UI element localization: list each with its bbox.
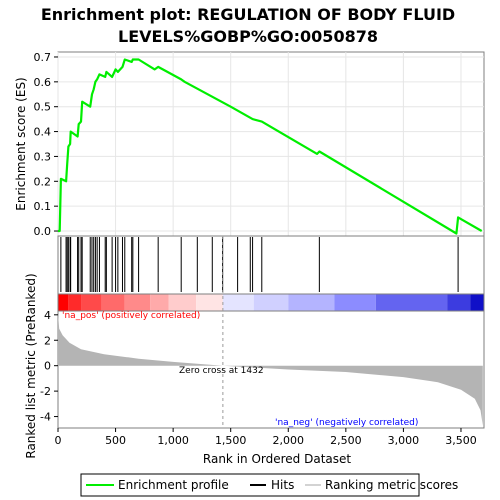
- color-bar-band: [58, 294, 69, 311]
- x-axis-ticks: 0 500 1,000 1,500 2,000 2,500 3,000 3,500: [55, 428, 477, 447]
- x-tick-label: 2,500: [330, 434, 362, 447]
- x-tick-label: 0: [55, 434, 62, 447]
- es-tick-label: 0.6: [34, 76, 52, 89]
- legend-ranking-label: Ranking metric scores: [325, 478, 458, 492]
- metric-tick-label: -2: [40, 385, 51, 398]
- es-tick-label: 0.2: [34, 175, 52, 188]
- es-tick-label: 0.1: [34, 200, 52, 213]
- color-bar-band: [196, 294, 223, 311]
- metric-tick-label: 4: [44, 309, 51, 322]
- es-tick-label: 0.7: [34, 51, 52, 64]
- es-y-ticks: 0.0 0.1 0.2 0.3 0.4 0.5 0.6 0.7: [34, 51, 58, 238]
- metric-group: [58, 236, 483, 428]
- chart-title-line-1: Enrichment plot: REGULATION OF BODY FLUI…: [41, 5, 455, 24]
- hits-group: [60, 237, 459, 292]
- metric-tick-label: -4: [40, 411, 51, 424]
- positive-correlation-label: 'na_pos' (positively correlated): [62, 311, 200, 321]
- es-tick-label: 0.4: [34, 126, 52, 139]
- es-tick-label: 0.5: [34, 101, 52, 114]
- color-bar-band: [253, 294, 289, 311]
- metric-y-axis-label: Ranked list metric (PreRanked): [24, 273, 38, 458]
- color-bar-band: [470, 294, 484, 311]
- x-tick-label: 500: [105, 434, 126, 447]
- color-bar-band: [81, 294, 102, 311]
- es-y-axis-label: Enrichment score (ES): [14, 77, 28, 210]
- color-bar-band: [68, 294, 82, 311]
- color-bar-band: [334, 294, 376, 311]
- legend: Enrichment profile Hits Ranking metric s…: [80, 473, 458, 497]
- x-tick-label: 3,500: [445, 434, 477, 447]
- es-tick-label: 0.3: [34, 150, 52, 163]
- metric-tick-label: 0: [44, 360, 51, 373]
- x-axis-label: Rank in Ordered Dataset: [203, 452, 351, 466]
- hits-panel-frame: [57, 235, 485, 295]
- es-panel-frame: [57, 51, 485, 237]
- metric-tick-label: 2: [44, 334, 51, 347]
- es-gridlines: [57, 52, 484, 236]
- legend-hits-label: Hits: [271, 478, 294, 492]
- metric-y-ticks: 4 2 0 -2 -4: [40, 309, 58, 424]
- color-bar-band: [124, 294, 151, 311]
- color-bar-band: [222, 294, 254, 311]
- x-tick-label: 2,000: [273, 434, 305, 447]
- enrichment-profile-line: [58, 58, 483, 235]
- es-tick-label: 0.0: [34, 225, 52, 238]
- color-bar-band: [447, 294, 471, 311]
- color-bar-band: [168, 294, 197, 311]
- zero-cross-label: Zero cross at 1432: [179, 366, 264, 376]
- color-bar-band: [150, 294, 169, 311]
- chart-title-line-2: LEVELS%GOBP%GO:0050878: [118, 27, 378, 46]
- color-bar-band: [375, 294, 448, 311]
- ranking-color-bar: [57, 293, 485, 312]
- x-tick-label: 3,000: [388, 434, 420, 447]
- color-bar-band: [101, 294, 125, 311]
- negative-correlation-label: 'na_neg' (negatively correlated): [275, 418, 418, 428]
- legend-enrichment-label: Enrichment profile: [118, 478, 229, 492]
- es-line-group: [58, 58, 483, 235]
- ranking-metric-area: [58, 313, 483, 426]
- x-tick-label: 1,000: [157, 434, 189, 447]
- color-bar-band: [288, 294, 335, 311]
- x-tick-label: 1,500: [215, 434, 247, 447]
